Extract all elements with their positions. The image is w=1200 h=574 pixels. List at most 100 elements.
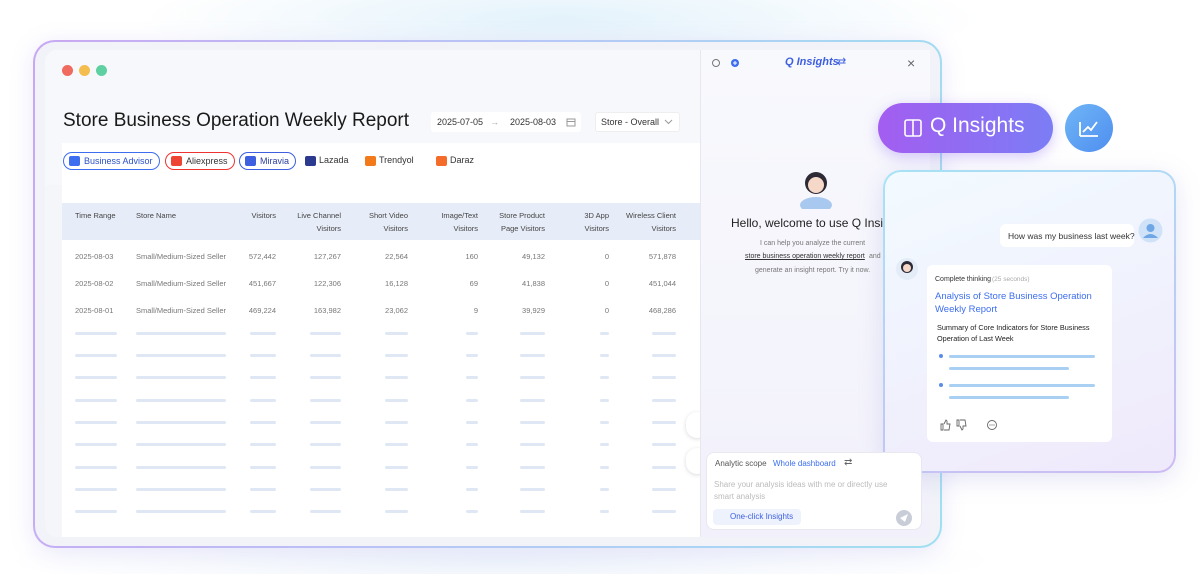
badge[interactable]	[878, 103, 1053, 153]
table-cell: 469,224	[248, 306, 276, 315]
placeholder-bar	[385, 421, 408, 424]
scope-value[interactable]: Whole dashboard	[773, 459, 836, 468]
placeholder-bar	[250, 399, 276, 402]
placeholder-bar	[600, 488, 609, 491]
date-end: 2025-08-03	[510, 117, 557, 127]
placeholder-bar	[466, 376, 478, 379]
table-cell: 22,564	[385, 252, 408, 261]
store-select[interactable]	[595, 112, 680, 132]
date-range[interactable]	[431, 112, 581, 132]
table-cell: 41,838	[522, 279, 545, 288]
platform-icon	[305, 156, 316, 166]
placeholder-bar	[310, 376, 341, 379]
placeholder-bar	[600, 466, 609, 469]
platform-tag[interactable]: Miravia	[239, 152, 297, 170]
placeholder-bar	[136, 510, 226, 513]
placeholder-bar	[310, 443, 341, 446]
placeholder-bar	[652, 354, 676, 357]
placeholder-bar	[385, 399, 408, 402]
window-min-dot[interactable]	[79, 65, 90, 76]
placeholder-bar	[466, 421, 478, 424]
platform-tag[interactable]: Aliexpress	[165, 152, 235, 170]
placeholder-bar	[600, 399, 609, 402]
send-button[interactable]	[895, 509, 913, 527]
intro-line: and	[869, 253, 881, 260]
column-header: Visitors	[383, 224, 408, 233]
platform-tag[interactable]: Business Advisor	[63, 152, 160, 170]
placeholder-bar	[600, 510, 609, 513]
status: Complete thinking	[935, 276, 992, 283]
placeholder-bar	[466, 466, 478, 469]
placeholder-bar	[385, 443, 408, 446]
table-cell: 571,878	[648, 252, 676, 261]
placeholder-bar	[75, 443, 117, 446]
question-bubble	[1000, 224, 1134, 247]
column-header: Visitors	[316, 224, 341, 233]
table-cell: 2025-08-02	[75, 279, 114, 288]
placeholder-bar	[385, 488, 408, 491]
placeholder-bar	[136, 354, 226, 357]
placeholder-bar	[466, 354, 478, 357]
placeholder-bar	[652, 332, 676, 335]
bullet	[939, 383, 943, 387]
panel-icons[interactable]	[711, 58, 745, 68]
greeting: Hello, welcome to use Q Insights	[731, 216, 883, 230]
column-header: Visitors	[251, 211, 276, 220]
platform-tag[interactable]: Daraz	[450, 155, 475, 165]
placeholder-bar	[652, 488, 676, 491]
table-cell: 23,062	[385, 306, 408, 315]
badge-label: Q Insights	[930, 114, 1025, 137]
chart-button[interactable]	[1064, 103, 1114, 153]
table-cell: 122,306	[313, 279, 341, 288]
duration: (25 seconds)	[992, 276, 1030, 283]
placeholder-bar	[466, 488, 478, 491]
one-click-button[interactable]	[713, 509, 801, 525]
window-close-dot[interactable]	[62, 65, 73, 76]
scope-switch[interactable]: ⇄	[844, 457, 853, 468]
panel-close[interactable]: ×	[907, 55, 916, 71]
placeholder-bar	[250, 332, 276, 335]
window-max-dot[interactable]	[96, 65, 107, 76]
platform-tag[interactable]: Trendyol	[379, 155, 414, 165]
placeholder-bar	[75, 510, 117, 513]
placeholder-bar	[600, 376, 609, 379]
table-cell: 451,044	[648, 279, 676, 288]
platform-icon	[69, 156, 80, 166]
table-cell: 16,128	[385, 279, 408, 288]
table-cell: Small/Medium-Sized Seller	[136, 279, 227, 288]
placeholder-bar	[136, 421, 226, 424]
placeholder-bar	[520, 421, 545, 424]
placeholder-bar	[250, 354, 276, 357]
placeholder-bar	[136, 488, 226, 491]
feedback-icons[interactable]	[939, 419, 999, 431]
table-cell: 451,667	[248, 279, 276, 288]
placeholder-bar	[75, 488, 117, 491]
placeholder-bar	[136, 466, 226, 469]
table-cell: 572,442	[248, 252, 276, 261]
placeholder-bar	[136, 399, 226, 402]
placeholder-bar	[652, 421, 676, 424]
report-link[interactable]: Analysis of Store Business Operation Wee…	[935, 291, 1092, 315]
platform-tag[interactable]: Lazada	[319, 155, 349, 165]
placeholder-bar	[136, 376, 226, 379]
panel-brand: Q Insights	[785, 56, 839, 68]
table-cell: 39,929	[522, 306, 545, 315]
table-cell: 69	[469, 279, 478, 288]
placeholder-bar	[520, 466, 545, 469]
placeholder-bar	[520, 488, 545, 491]
placeholder-bar	[385, 354, 408, 357]
user-avatar	[1138, 218, 1163, 243]
placeholder-bar	[652, 399, 676, 402]
placeholder-bar	[466, 332, 478, 335]
table-cell: 9	[473, 306, 478, 315]
summary: Summary of Core Indicators for Store Bus…	[937, 323, 1090, 343]
placeholder-bar	[250, 421, 276, 424]
assistant-avatar	[800, 172, 832, 209]
placeholder-bar	[310, 354, 341, 357]
placeholder-line	[949, 384, 1095, 387]
table-cell: 2025-08-03	[75, 252, 114, 261]
table-cell: 127,267	[313, 252, 341, 261]
intro-link[interactable]: store business operation weekly report	[745, 253, 865, 260]
placeholder-bar	[310, 466, 341, 469]
